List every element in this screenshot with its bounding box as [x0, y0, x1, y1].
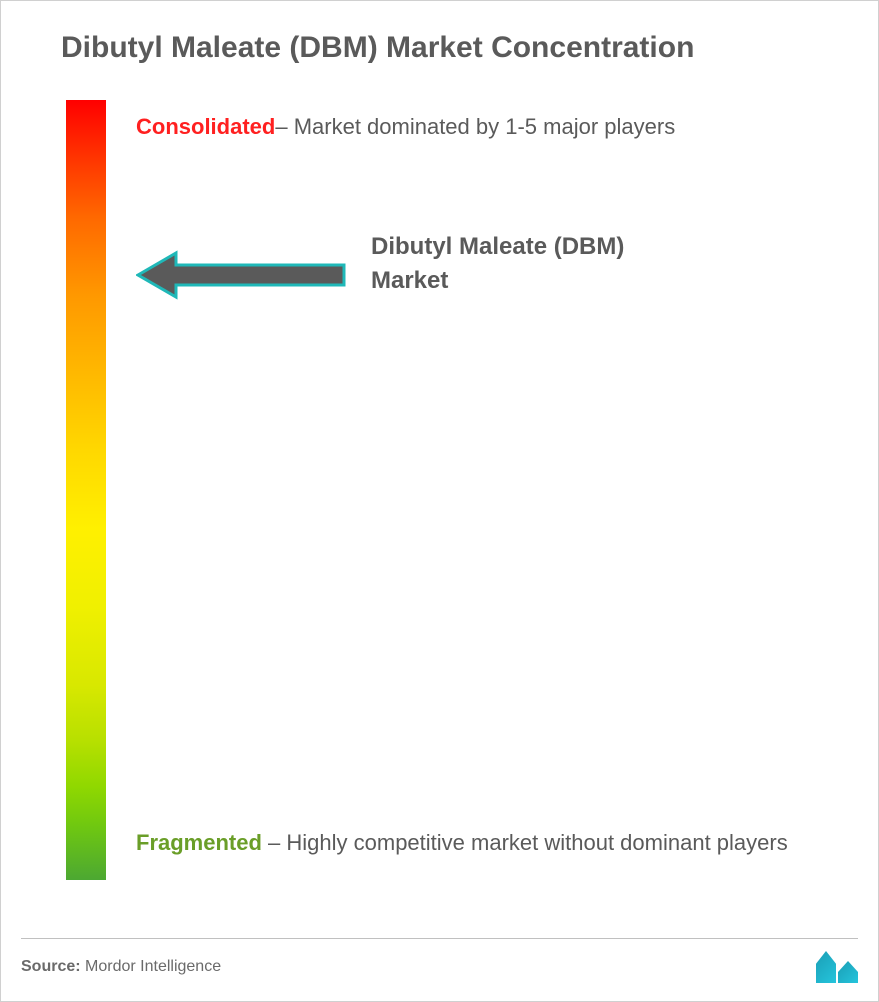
market-label-line2: Market — [371, 264, 624, 298]
source-label: Source: — [21, 958, 81, 975]
source-value: Mordor Intelligence — [81, 958, 222, 975]
fragmented-description: – Highly competitive market without domi… — [262, 830, 788, 855]
logo-bar-1 — [816, 951, 836, 983]
market-position-label: Dibutyl Maleate (DBM) Market — [371, 230, 624, 297]
logo-bar-2 — [838, 961, 858, 983]
footer: Source: Mordor Intelligence — [21, 938, 858, 983]
consolidated-keyword: Consolidated — [136, 114, 275, 139]
fragmented-keyword: Fragmented — [136, 830, 262, 855]
market-label-line1: Dibutyl Maleate (DBM) — [371, 230, 624, 264]
arrow-indicator — [136, 245, 346, 305]
consolidated-description: – Market dominated by 1-5 major players — [275, 114, 675, 139]
arrow-left-icon — [136, 245, 346, 305]
chart-title: Dibutyl Maleate (DBM) Market Concentrati… — [61, 31, 838, 65]
mordor-logo-icon — [816, 951, 858, 983]
fragmented-label: Fragmented – Highly competitive market w… — [136, 821, 818, 865]
concentration-gradient-bar — [66, 100, 106, 880]
infographic-container: Dibutyl Maleate (DBM) Market Concentrati… — [0, 0, 879, 1002]
consolidated-label: Consolidated– Market dominated by 1-5 ma… — [136, 105, 818, 149]
labels-area: Consolidated– Market dominated by 1-5 ma… — [106, 100, 838, 900]
source-attribution: Source: Mordor Intelligence — [21, 958, 221, 976]
content-area: Consolidated– Market dominated by 1-5 ma… — [41, 100, 838, 900]
